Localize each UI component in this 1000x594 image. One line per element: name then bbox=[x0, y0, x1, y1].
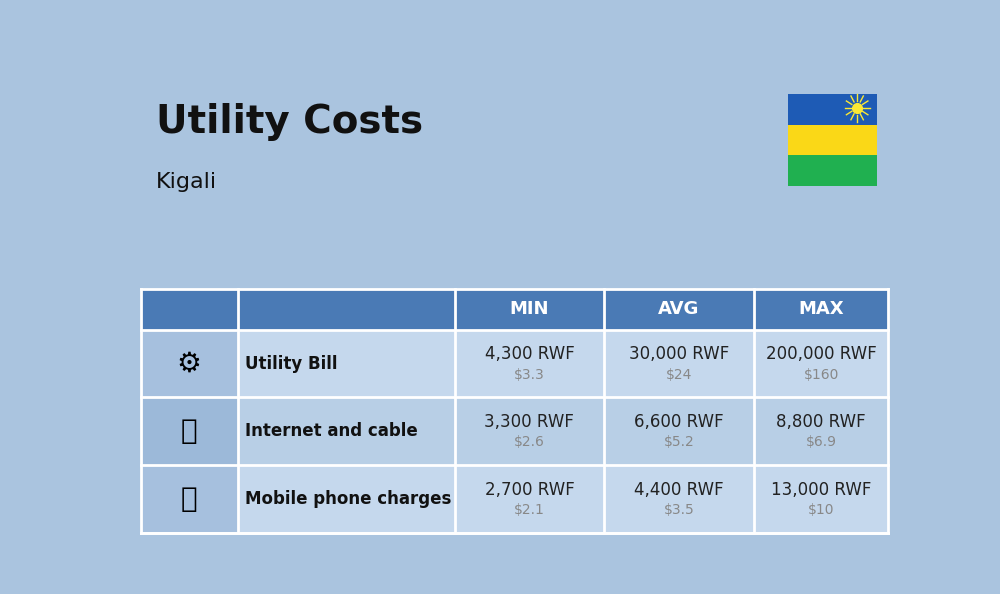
Text: 8,800 RWF: 8,800 RWF bbox=[776, 413, 866, 431]
Text: $3.3: $3.3 bbox=[514, 368, 545, 381]
Text: Utility Costs: Utility Costs bbox=[156, 103, 423, 141]
Text: MAX: MAX bbox=[798, 300, 844, 318]
Text: 📡: 📡 bbox=[181, 417, 197, 446]
Text: Utility Bill: Utility Bill bbox=[245, 355, 338, 372]
Text: MIN: MIN bbox=[510, 300, 549, 318]
Text: 30,000 RWF: 30,000 RWF bbox=[629, 345, 729, 364]
Bar bbox=[140, 397, 238, 465]
Bar bbox=[788, 155, 877, 185]
Bar bbox=[140, 330, 238, 397]
Text: $3.5: $3.5 bbox=[664, 503, 694, 517]
Text: 4,400 RWF: 4,400 RWF bbox=[634, 481, 724, 499]
Bar bbox=[140, 289, 888, 330]
Text: $10: $10 bbox=[808, 503, 834, 517]
Bar bbox=[788, 94, 877, 125]
Text: 200,000 RWF: 200,000 RWF bbox=[766, 345, 876, 364]
Text: $24: $24 bbox=[666, 368, 692, 381]
Text: 2,700 RWF: 2,700 RWF bbox=[485, 481, 574, 499]
Text: AVG: AVG bbox=[658, 300, 700, 318]
Text: Kigali: Kigali bbox=[156, 172, 217, 192]
Text: ⚙️: ⚙️ bbox=[177, 349, 202, 378]
Text: $6.9: $6.9 bbox=[806, 435, 837, 449]
Text: 13,000 RWF: 13,000 RWF bbox=[771, 481, 871, 499]
Text: 3,300 RWF: 3,300 RWF bbox=[484, 413, 574, 431]
Text: 4,300 RWF: 4,300 RWF bbox=[485, 345, 574, 364]
Text: Mobile phone charges: Mobile phone charges bbox=[245, 490, 452, 508]
Text: 6,600 RWF: 6,600 RWF bbox=[634, 413, 724, 431]
Text: $5.2: $5.2 bbox=[664, 435, 694, 449]
Bar bbox=[140, 465, 888, 533]
Bar bbox=[140, 465, 238, 533]
Bar bbox=[140, 397, 888, 465]
Text: Internet and cable: Internet and cable bbox=[245, 422, 418, 440]
Text: $2.1: $2.1 bbox=[514, 503, 545, 517]
Text: $160: $160 bbox=[803, 368, 839, 381]
Text: 📱: 📱 bbox=[181, 485, 197, 513]
Bar bbox=[140, 330, 888, 397]
Bar bbox=[788, 125, 877, 155]
Text: $2.6: $2.6 bbox=[514, 435, 545, 449]
